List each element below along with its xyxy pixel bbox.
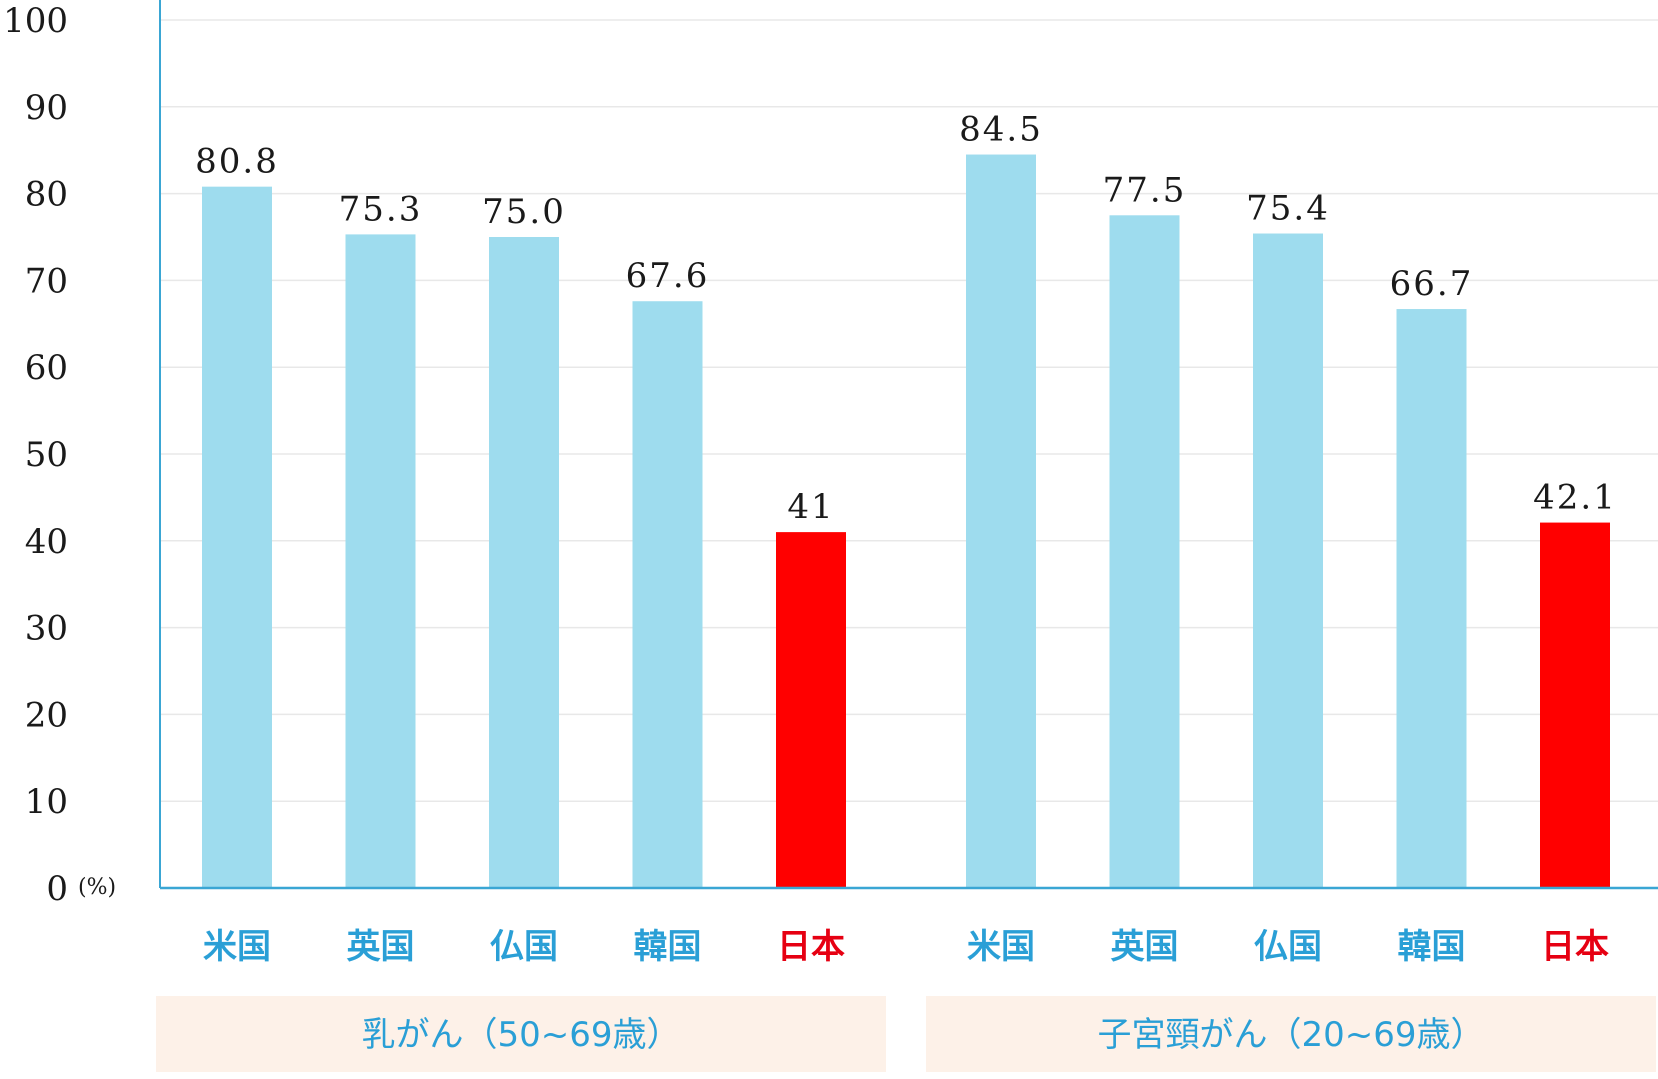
y-tick-label: 30 [25,609,68,649]
category-label: 日本 [777,927,845,967]
group-band [156,996,886,1072]
category-label: 英国 [1111,927,1179,967]
bar [1253,233,1323,888]
category-label: 米国 [203,927,271,967]
bar [632,301,703,888]
category-label: 仏国 [490,927,558,967]
category-label: 韓国 [1398,927,1466,967]
y-tick-label: 70 [25,261,68,301]
y-tick-label: 40 [25,522,68,562]
y-tick-label: 80 [25,175,68,215]
category-label: 米国 [967,927,1035,967]
data-label: 66.7 [1390,264,1474,304]
y-tick-label: 0 [46,869,68,909]
data-label: 42.1 [1533,478,1617,518]
data-label: 67.6 [626,256,710,296]
bar [202,186,272,888]
y-tick-label: 90 [25,88,68,128]
data-label: 80.8 [195,142,279,182]
bar [966,154,1036,889]
bar [489,237,559,888]
data-label: 41 [787,487,834,527]
y-tick-label: 10 [25,782,68,822]
bar [776,532,846,888]
category-label: 日本 [1541,927,1609,967]
bar [1540,522,1610,888]
data-label: 77.5 [1103,170,1187,210]
group-label: 子宮頸がん（20~69歳） [1097,1015,1484,1055]
bar [1396,309,1467,888]
y-unit-label: (%) [78,875,116,900]
y-tick-label: 50 [25,435,68,475]
group-band [926,996,1656,1072]
category-label: 英国 [347,927,415,967]
data-label: 75.4 [1246,189,1330,229]
y-tick-label: 100 [3,1,68,41]
category-label: 仏国 [1254,927,1322,967]
category-label: 韓国 [634,927,702,967]
bar [1109,215,1180,889]
data-label: 84.5 [959,110,1043,150]
y-tick-label: 20 [25,695,68,735]
bar [345,234,416,888]
data-label: 75.0 [482,192,566,232]
y-tick-label: 60 [25,348,68,388]
data-label: 75.3 [339,189,423,229]
group-label: 乳がん（50~69歳） [361,1015,680,1055]
